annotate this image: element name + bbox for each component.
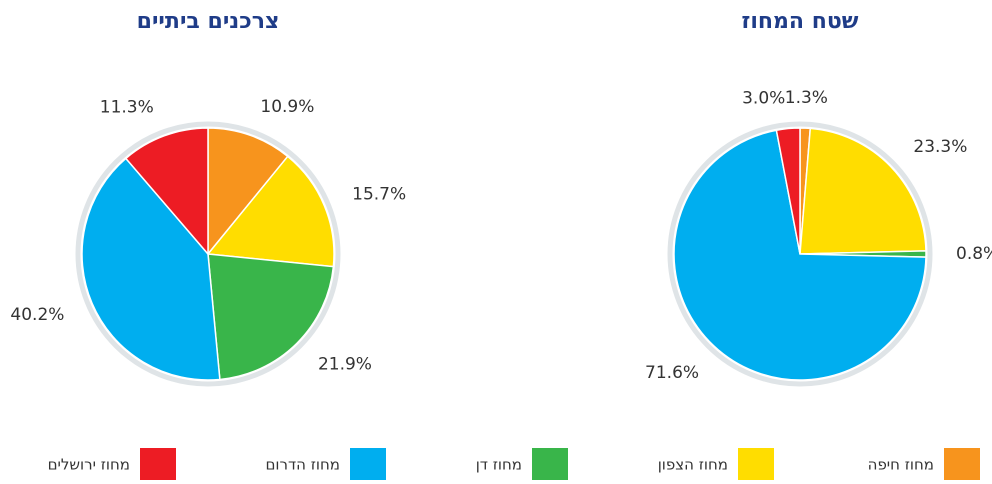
legend-label: מחוז הדרום — [265, 456, 340, 474]
pie-slice — [799, 127, 927, 255]
value-label: 40.2% — [10, 305, 64, 325]
legend-swatch — [532, 448, 568, 480]
legend-swatch — [738, 448, 774, 480]
value-label: 3.0% — [742, 89, 785, 109]
legend-label: מחוז הצפון — [658, 456, 728, 474]
legend-swatch — [140, 448, 176, 480]
chart-title: צרכנים ביתיים — [137, 9, 280, 34]
pie-slice — [206, 155, 335, 268]
value-label: 21.9% — [318, 355, 372, 375]
pie-slice — [81, 157, 221, 381]
legend-label: מחוז חיפה — [868, 456, 934, 474]
pie-slice — [207, 253, 335, 381]
value-label: 23.3% — [913, 137, 967, 157]
pie-ring — [75, 121, 341, 387]
value-label: 1.3% — [785, 88, 828, 108]
legend-label: מחוז ירושלים — [48, 456, 130, 474]
legend-swatch — [350, 448, 386, 480]
value-label: 11.3% — [100, 98, 154, 118]
value-label: 10.9% — [260, 97, 314, 117]
pie-slice — [775, 127, 801, 255]
value-label: 71.6% — [645, 363, 699, 383]
pie-slice — [673, 129, 927, 381]
chart-title: שטח המחוז — [742, 9, 859, 34]
pie-ring — [667, 121, 933, 387]
value-label: 0.8% — [956, 244, 992, 264]
pie-slice — [124, 127, 209, 257]
legend-swatch — [944, 448, 980, 480]
value-label: 15.7% — [352, 184, 406, 204]
legend-label: מחוז דן — [476, 456, 522, 474]
pie-slice — [207, 127, 289, 257]
